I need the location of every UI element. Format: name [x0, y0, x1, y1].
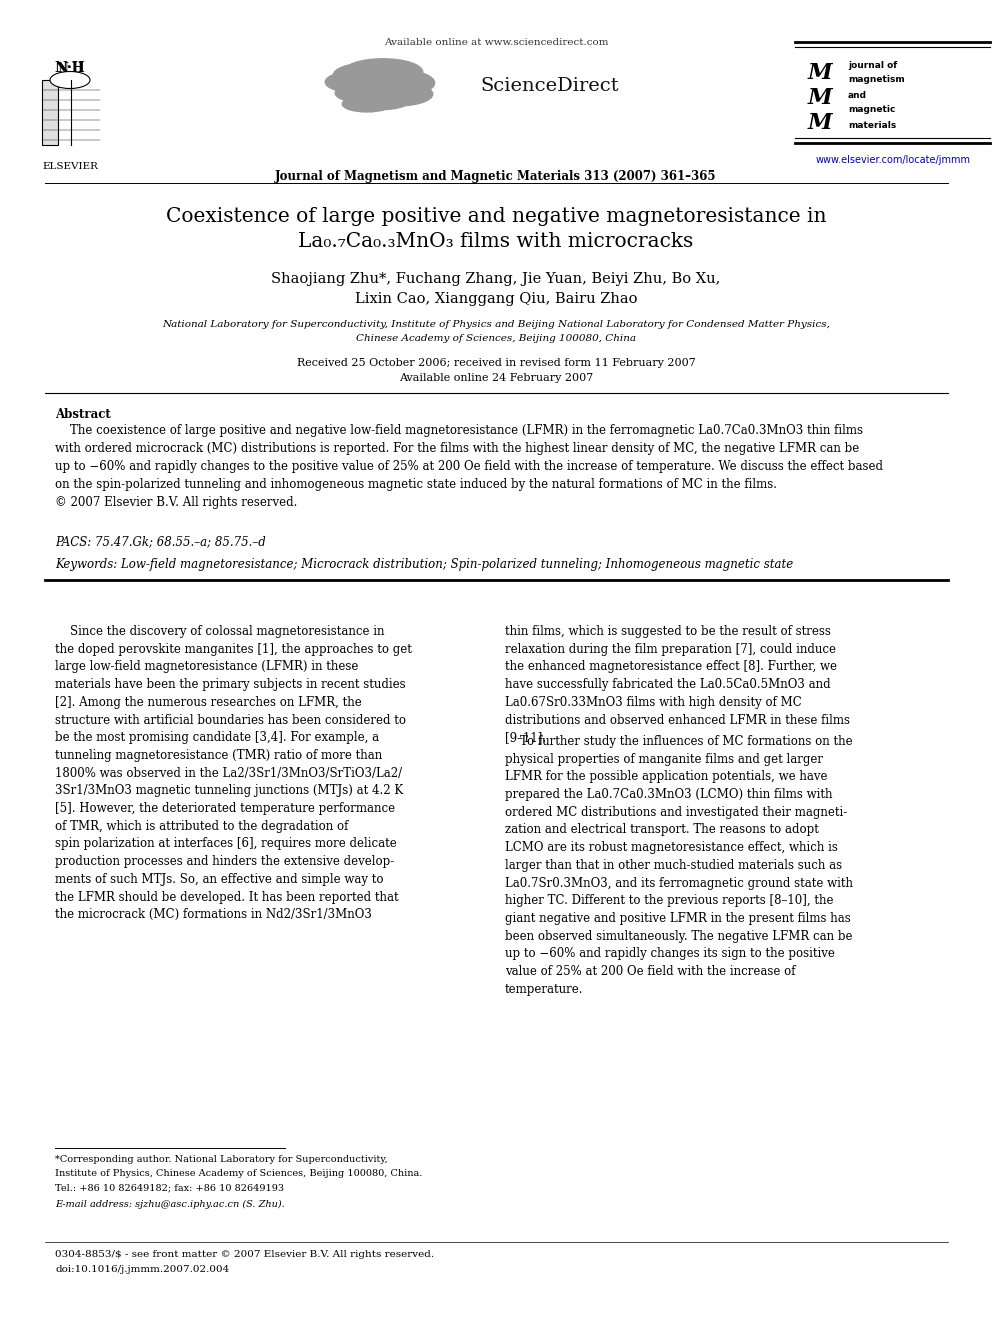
Text: To further study the influences of MC formations on the
physical properties of m: To further study the influences of MC fo… [505, 736, 853, 996]
Text: journal of: journal of [848, 61, 897, 70]
Text: M: M [807, 62, 832, 83]
Ellipse shape [335, 83, 385, 102]
Text: M: M [807, 112, 832, 134]
Ellipse shape [352, 89, 412, 110]
Text: doi:10.1016/j.jmmm.2007.02.004: doi:10.1016/j.jmmm.2007.02.004 [55, 1265, 229, 1274]
Ellipse shape [343, 58, 423, 85]
Text: magnetism: magnetism [848, 75, 905, 85]
Text: N·H: N·H [58, 61, 83, 74]
Text: N·H: N·H [55, 61, 85, 75]
Text: ELSEVIER: ELSEVIER [42, 161, 98, 171]
Text: ScienceDirect: ScienceDirect [480, 77, 619, 95]
Ellipse shape [345, 69, 434, 98]
Text: La₀.₇Ca₀.₃MnO₃ films with microcracks: La₀.₇Ca₀.₃MnO₃ films with microcracks [299, 232, 693, 251]
Ellipse shape [325, 71, 385, 93]
Text: Since the discovery of colossal magnetoresistance in
the doped perovskite mangan: Since the discovery of colossal magnetor… [55, 624, 412, 921]
Text: materials: materials [848, 120, 896, 130]
Ellipse shape [333, 64, 403, 87]
Ellipse shape [339, 77, 409, 101]
Text: E-mail address: sjzhu@asc.iphy.ac.cn (S. Zhu).: E-mail address: sjzhu@asc.iphy.ac.cn (S.… [55, 1200, 285, 1209]
Text: 0304-8853/$ - see front matter © 2007 Elsevier B.V. All rights reserved.: 0304-8853/$ - see front matter © 2007 El… [55, 1250, 434, 1259]
Text: M: M [807, 87, 832, 108]
Text: Lixin Cao, Xianggang Qiu, Bairu Zhao: Lixin Cao, Xianggang Qiu, Bairu Zhao [355, 292, 637, 306]
Ellipse shape [363, 82, 433, 106]
Text: Chinese Academy of Sciences, Beijing 100080, China: Chinese Academy of Sciences, Beijing 100… [356, 333, 636, 343]
Text: Available online 24 February 2007: Available online 24 February 2007 [399, 373, 593, 382]
Text: Available online at www.sciencedirect.com: Available online at www.sciencedirect.co… [384, 38, 608, 48]
Text: Institute of Physics, Chinese Academy of Sciences, Beijing 100080, China.: Institute of Physics, Chinese Academy of… [55, 1170, 423, 1177]
Text: Coexistence of large positive and negative magnetoresistance in: Coexistence of large positive and negati… [166, 206, 826, 226]
Ellipse shape [50, 71, 90, 89]
Text: www.elsevier.com/locate/jmmm: www.elsevier.com/locate/jmmm [815, 155, 970, 165]
Text: *Corresponding author. National Laboratory for Superconductivity,: *Corresponding author. National Laborato… [55, 1155, 388, 1164]
Text: Abstract: Abstract [55, 407, 111, 421]
Text: National Laboratory for Superconductivity, Institute of Physics and Beijing Nati: National Laboratory for Superconductivit… [162, 320, 830, 329]
Text: and: and [848, 90, 867, 99]
Text: Shaojiang Zhu*, Fuchang Zhang, Jie Yuan, Beiyi Zhu, Bo Xu,: Shaojiang Zhu*, Fuchang Zhang, Jie Yuan,… [272, 273, 720, 286]
Text: The coexistence of large positive and negative low-field magnetoresistance (LFMR: The coexistence of large positive and ne… [55, 423, 883, 509]
FancyBboxPatch shape [42, 79, 58, 146]
Text: PACS: 75.47.Gk; 68.55.–a; 85.75.–d: PACS: 75.47.Gk; 68.55.–a; 85.75.–d [55, 534, 266, 548]
Text: thin films, which is suggested to be the result of stress
relaxation during the : thin films, which is suggested to be the… [505, 624, 850, 745]
Text: Tel.: +86 10 82649182; fax: +86 10 82649193: Tel.: +86 10 82649182; fax: +86 10 82649… [55, 1183, 284, 1192]
Text: magnetic: magnetic [848, 106, 896, 115]
Ellipse shape [342, 97, 392, 112]
Text: Journal of Magnetism and Magnetic Materials 313 (2007) 361–365: Journal of Magnetism and Magnetic Materi… [275, 169, 717, 183]
Text: Received 25 October 2006; received in revised form 11 February 2007: Received 25 October 2006; received in re… [297, 359, 695, 368]
Text: Keywords: Low-field magnetoresistance; Microcrack distribution; Spin-polarized t: Keywords: Low-field magnetoresistance; M… [55, 558, 794, 572]
